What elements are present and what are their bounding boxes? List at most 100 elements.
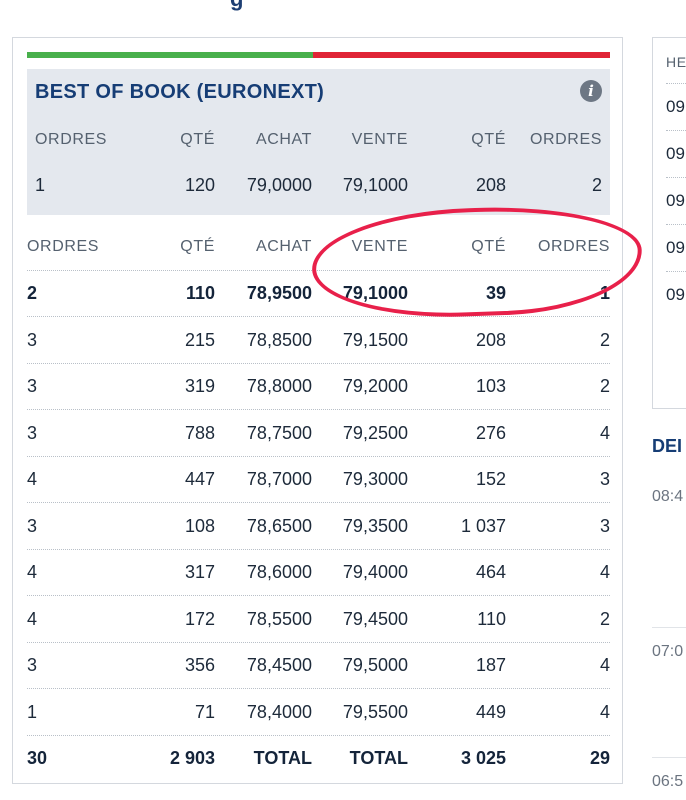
header-ordres-buy: ORDRES xyxy=(27,238,100,255)
side-news-time: 08:4 xyxy=(652,488,684,505)
cell-qte-buy: 356 xyxy=(184,655,215,675)
cell-qte-sell: 39 xyxy=(485,283,506,303)
cell-ordres-sell: 2 xyxy=(591,175,602,195)
cell-qte-buy: 447 xyxy=(184,469,215,489)
cell-qte-buy: 319 xyxy=(184,376,215,396)
cell-qte-buy: 788 xyxy=(184,422,215,443)
cell-ordres-buy: 4 xyxy=(27,469,38,489)
cell-ordres-buy: 4 xyxy=(27,562,38,582)
cell-ordres-sell: 1 xyxy=(599,283,610,303)
cell-ordres-sell: 4 xyxy=(599,562,610,582)
cell-qte-sell: 449 xyxy=(475,701,506,722)
order-book-panel: BEST OF BOOK (EURONEXT) i ORDRES QTÉ ACH… xyxy=(12,37,623,784)
best-of-book-title: BEST OF BOOK (EURONEXT) xyxy=(35,81,325,103)
side-header: HE xyxy=(666,54,686,70)
side-news-divider xyxy=(652,627,686,628)
side-row-time: 09 xyxy=(666,238,685,257)
cell-ordres-sell: 4 xyxy=(599,655,610,675)
cell-qte-buy: 172 xyxy=(184,608,215,629)
cell-ordres-buy: 2 xyxy=(27,283,38,303)
header-vente: VENTE xyxy=(351,238,408,255)
header-qte-sell: QTÉ xyxy=(471,131,506,148)
cell-qte-sell: 152 xyxy=(475,469,506,489)
header-qte-buy: QTÉ xyxy=(180,238,215,255)
cell-vente: 79,4000 xyxy=(342,562,408,582)
header-ordres-sell: ORDRES xyxy=(537,238,610,255)
cell-achat: 78,8000 xyxy=(246,376,312,396)
side-news-divider xyxy=(652,757,686,758)
cell-achat: 78,7500 xyxy=(246,422,312,443)
side-row-time: 09 xyxy=(666,285,685,304)
cell-achat: 79,0000 xyxy=(246,175,312,195)
cell-ordres-buy: 3 xyxy=(27,329,38,350)
cell-qte-sell: 1 037 xyxy=(460,515,506,536)
book-row: 1 71 78,4000 79,5500 449 4 xyxy=(27,689,610,736)
cell-ordres-sell: 3 xyxy=(599,469,610,489)
side-news-time: 07:0 xyxy=(652,643,684,660)
book-row: 3 215 78,8500 79,1500 208 2 xyxy=(27,317,610,364)
cell-vente: 79,1000 xyxy=(342,175,408,195)
cell-qte-sell: 187 xyxy=(475,655,506,675)
cell-qte-buy: 71 xyxy=(194,701,215,722)
total-qte-sell: 3 025 xyxy=(460,748,506,768)
header-ordres-sell: ORDRES xyxy=(529,131,602,148)
cell-achat: 78,6000 xyxy=(246,562,312,582)
side-divider xyxy=(666,130,686,131)
cell-ordres-sell: 2 xyxy=(599,608,610,629)
side-divider xyxy=(666,177,686,178)
book-row: 3 319 78,8000 79,2000 103 2 xyxy=(27,363,610,410)
cell-achat: 78,5500 xyxy=(246,608,312,629)
cell-vente: 79,3000 xyxy=(342,469,408,489)
book-header-row: ORDRES QTÉ ACHAT VENTE QTÉ ORDRES xyxy=(27,224,610,271)
cell-ordres-sell: 2 xyxy=(599,329,610,350)
cell-qte-sell: 103 xyxy=(475,376,506,396)
header-achat: ACHAT xyxy=(255,131,312,148)
cell-achat: 78,4000 xyxy=(246,701,312,722)
cell-qte-buy: 317 xyxy=(184,562,215,582)
side-row-time: 09 xyxy=(666,144,685,163)
cell-vente: 79,1000 xyxy=(342,283,408,303)
buy-ratio-segment xyxy=(27,52,313,58)
cell-ordres-buy: 1 xyxy=(27,701,38,722)
side-divider xyxy=(666,224,686,225)
book-row: 3 108 78,6500 79,3500 1 037 3 xyxy=(27,503,610,550)
book-total-row: 30 2 903 TOTAL TOTAL 3 025 29 xyxy=(27,735,610,781)
cell-qte-sell: 110 xyxy=(477,608,506,629)
side-trades-panel xyxy=(652,37,686,409)
cell-ordres-buy: 3 xyxy=(27,422,38,443)
cell-vente: 79,4500 xyxy=(342,608,408,629)
cell-vente: 79,5000 xyxy=(342,655,408,675)
side-divider xyxy=(666,271,686,272)
cell-ordres-buy: 4 xyxy=(27,608,38,629)
cell-qte-sell: 208 xyxy=(475,329,506,350)
side-news-time: 06:5 xyxy=(652,773,684,790)
cell-vente: 79,5500 xyxy=(342,701,408,722)
cell-ordres-buy: 3 xyxy=(27,376,38,396)
total-vente-label: TOTAL xyxy=(349,748,408,768)
cell-vente: 79,3500 xyxy=(342,515,408,536)
sell-ratio-segment xyxy=(312,52,610,58)
total-qte-buy: 2 903 xyxy=(169,748,215,768)
total-ordres-sell: 29 xyxy=(589,748,610,768)
cell-vente: 79,2000 xyxy=(342,376,408,396)
best-of-book-row: 1 120 79,0000 79,1000 208 2 xyxy=(27,162,610,208)
book-row: 4 447 78,7000 79,3000 152 3 xyxy=(27,456,610,503)
book-row: 2 110 78,9500 79,1000 39 1 xyxy=(27,270,610,317)
book-row: 4 172 78,5500 79,4500 110 2 xyxy=(27,596,610,643)
cell-achat: 78,6500 xyxy=(246,515,312,536)
best-of-book-section: BEST OF BOOK (EURONEXT) i xyxy=(27,69,610,215)
total-achat-label: TOTAL xyxy=(253,748,312,768)
side-row-time: 09 xyxy=(666,191,685,210)
side-divider xyxy=(666,83,686,84)
total-ordres-buy: 30 xyxy=(27,748,48,768)
cell-vente: 79,2500 xyxy=(342,422,408,443)
header-achat: ACHAT xyxy=(255,238,312,255)
side-row-time: 09 xyxy=(666,97,685,116)
best-of-book-header-row: ORDRES QTÉ ACHAT VENTE QTÉ ORDRES xyxy=(27,117,610,163)
cell-achat: 78,9500 xyxy=(246,283,312,303)
book-row: 3 788 78,7500 79,2500 276 4 xyxy=(27,410,610,457)
cell-qte-buy: 215 xyxy=(184,329,215,350)
info-icon[interactable]: i xyxy=(580,80,602,102)
cell-qte-buy: 120 xyxy=(184,175,215,195)
book-row: 4 317 78,6000 79,4000 464 4 xyxy=(27,549,610,596)
